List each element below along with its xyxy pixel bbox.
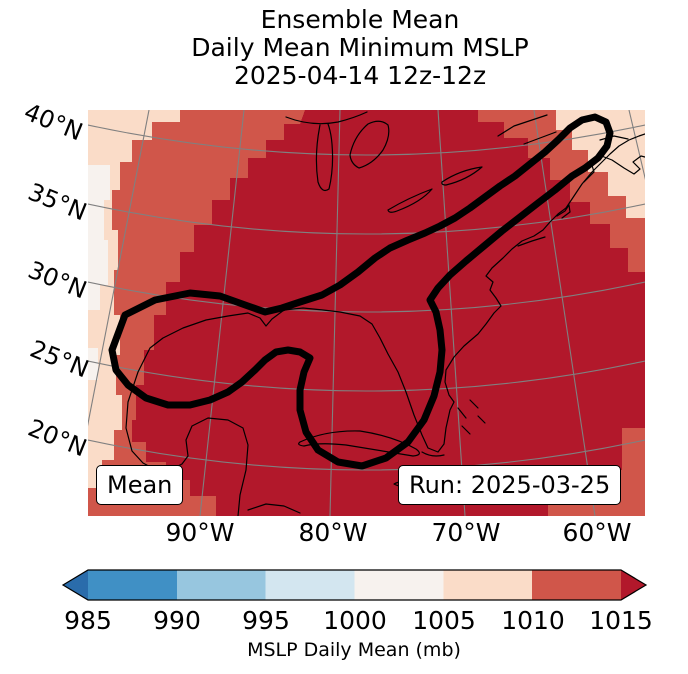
fill-1000-1005-west-2: [88, 348, 98, 380]
parallel-35n: [88, 203, 645, 235]
chart-title: Ensemble Mean Daily Mean Minimum MSLP 20…: [60, 6, 660, 90]
fill-1010-1015-west: [88, 110, 305, 516]
parallel-25n: [88, 360, 645, 392]
cbar-tick-1010: 1010: [501, 606, 565, 635]
title-line-3: 2025-04-14 12z-12z: [233, 61, 487, 90]
coast-honduras: [247, 503, 301, 514]
lon-label-80w: 80°W: [298, 518, 368, 547]
mean-box: Mean: [96, 465, 184, 505]
cbar-tick-990: 990: [153, 606, 201, 635]
coast-cuba: [298, 430, 420, 457]
meridian-90w: [199, 110, 245, 516]
colorbar-left-arrow: [63, 570, 88, 600]
lake-ontario: [441, 166, 483, 186]
coast-long-island: [517, 236, 546, 247]
lake-erie: [387, 188, 433, 213]
colorbar-label: MSLP Daily Mean (mb): [247, 639, 461, 661]
meridian-80w: [329, 110, 341, 516]
coast-pei: [599, 135, 629, 141]
highlight-contour: [108, 113, 614, 470]
meridian-100w: [88, 110, 150, 427]
colorbar: [61, 569, 648, 601]
cbar-tick-985: 985: [64, 606, 112, 635]
cbar-tick-1000: 1000: [323, 606, 387, 635]
coast-cape-cod: [556, 204, 571, 219]
cbar-tick-1005: 1005: [412, 606, 476, 635]
colorbar-seg-990-995: [176, 570, 266, 600]
cbar-tick-1015: 1015: [589, 606, 653, 635]
meridian-70w: [437, 110, 466, 516]
run-date-box: Run: 2025-03-25: [398, 465, 622, 505]
lake-superior: [285, 111, 368, 125]
lat-label-30n: 30°N: [24, 255, 91, 305]
cbar-tick-995: 995: [242, 606, 290, 635]
title-line-2: Daily Mean Minimum MSLP: [191, 33, 529, 62]
lake-michigan: [315, 123, 334, 192]
fill-1005-1010-west: [88, 110, 180, 488]
colorbar-seg-995-1000: [265, 570, 355, 600]
parallel-40n: [88, 124, 645, 156]
meridian-60w: [533, 110, 596, 516]
colorbar-seg-1005-1010: [443, 570, 533, 600]
coast-bahamas: [457, 399, 486, 435]
colorbar-right-arrow: [621, 570, 646, 600]
fill-1000-1005-west: [88, 165, 110, 310]
colorbar-outline: [61, 569, 648, 601]
coast-st-lawrence-1: [497, 114, 548, 137]
lon-label-90w: 90°W: [165, 518, 235, 547]
colorbar-segments: [63, 570, 646, 600]
lon-label-60w: 60°W: [562, 518, 632, 547]
lake-huron: [349, 120, 390, 169]
title-line-1: Ensemble Mean: [260, 5, 460, 34]
lat-label-35n: 35°N: [24, 177, 91, 227]
parallel-20n: [88, 439, 645, 471]
coast-florida-keys: [421, 451, 445, 457]
lat-label-25n: 25°N: [26, 334, 93, 384]
lon-label-70w: 70°W: [431, 518, 501, 547]
colorbar-seg-1000-1005: [354, 570, 444, 600]
coast-st-lawrence-2: [523, 131, 557, 145]
lat-label-40n: 40°N: [20, 97, 87, 147]
colorbar-seg-1010-1015: [532, 570, 621, 600]
lat-label-20n: 20°N: [24, 413, 91, 463]
map-canvas: [88, 110, 645, 516]
colorbar-seg-985-990: [88, 570, 177, 600]
